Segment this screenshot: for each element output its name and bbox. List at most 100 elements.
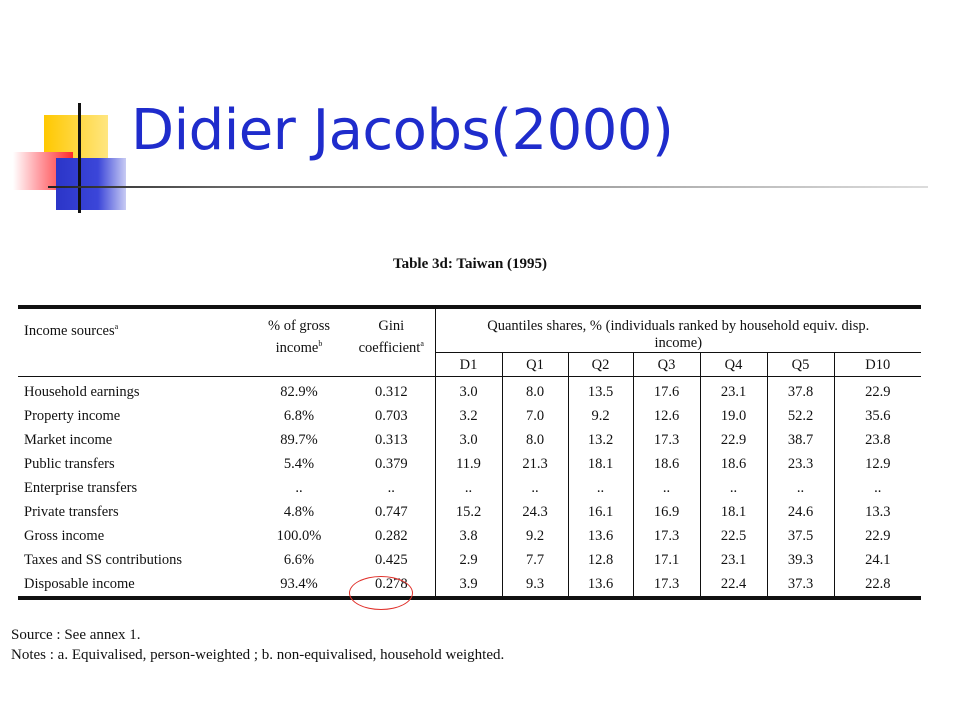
cell-quantile-share: 13.3 <box>865 504 891 520</box>
header-income-sources: Income sourcesa <box>18 307 250 377</box>
cell-quantile-share: 3.0 <box>435 376 503 404</box>
cell-quantile-share: 7.7 <box>502 548 569 572</box>
table-row: Public transfers 5.4% 0.379 11.9 21.3 18.1 18.… <box>18 452 921 476</box>
cell-quantile-share: 13.6 <box>568 524 634 548</box>
cell-quantile-share: 12.8 <box>568 548 634 572</box>
cell-quantile-share: 3.0 <box>435 428 503 452</box>
cell-quantile-share: 22.9 <box>865 384 891 400</box>
cell-quantile-share: 24.1 <box>865 552 891 568</box>
cell-quantile-share: 17.3 <box>633 428 701 452</box>
cell-quantile-share: 7.0 <box>502 404 569 428</box>
cell-quantile-share: 15.2 <box>435 500 503 524</box>
cell-quantile-share: .. <box>502 476 569 500</box>
cell-quantile-share: 12.9 <box>865 456 891 472</box>
income-table: Income sourcesa % of gross incomeb Gini co… <box>18 305 922 600</box>
cell-quantile-share: 23.8 <box>865 432 891 448</box>
cell-quantile-share: 38.7 <box>767 428 835 452</box>
cell-quantile-share: 16.1 <box>568 500 634 524</box>
cell-gross-pct: .. <box>295 480 303 496</box>
cell-quantile-share: 37.8 <box>767 376 835 404</box>
cell-income-source: Enterprise transfers <box>24 480 138 496</box>
cell-gross-pct: 4.8% <box>283 504 315 520</box>
cell-quantile-share: 23.1 <box>700 376 768 404</box>
cell-gross-pct: 93.4% <box>280 576 318 592</box>
source-note: Source : See annex 1. <box>11 627 141 643</box>
cell-quantile-share: 9.2 <box>568 404 634 428</box>
notes-line: Notes : a. Equivalised, person-weighted … <box>11 647 505 663</box>
cell-quantile-share: 13.6 <box>568 572 634 598</box>
cell-quantile-share: 35.6 <box>865 408 891 424</box>
title-underline <box>48 186 928 188</box>
cell-quantile-share: 3.9 <box>435 572 503 598</box>
cell-gini: .. <box>348 476 436 500</box>
cell-gini: 0.425 <box>348 548 436 572</box>
cell-quantile-share: .. <box>633 476 701 500</box>
cell-gross-pct: 5.4% <box>283 456 315 472</box>
header-q5: Q5 <box>767 352 835 377</box>
cell-quantile-share: 22.4 <box>700 572 768 598</box>
cell-quantile-share: .. <box>568 476 634 500</box>
header-q2: Q2 <box>568 352 634 377</box>
table-row: Private transfers 4.8% 0.747 15.2 24.3 16.1 16… <box>18 500 921 524</box>
cell-gini: 0.312 <box>348 376 436 404</box>
cell-quantile-share: 17.3 <box>633 524 701 548</box>
cell-quantile-share: 8.0 <box>502 428 569 452</box>
header-d1: D1 <box>435 352 503 377</box>
cell-quantile-share: 18.6 <box>633 452 701 476</box>
cell-quantile-share: 3.2 <box>435 404 503 428</box>
cell-quantile-share: 22.5 <box>700 524 768 548</box>
cell-income-source: Private transfers <box>24 504 119 520</box>
cell-income-source: Gross income <box>24 528 105 544</box>
cell-quantile-share: 13.5 <box>568 376 634 404</box>
cell-quantile-share: 17.3 <box>633 572 701 598</box>
cell-quantile-share: 24.6 <box>767 500 835 524</box>
header-gini: Gini coefficienta <box>348 307 436 377</box>
cell-quantile-share: 52.2 <box>767 404 835 428</box>
cell-income-source: Property income <box>24 408 121 424</box>
cell-gross-pct: 89.7% <box>280 432 318 448</box>
cell-quantile-share: 18.1 <box>568 452 634 476</box>
cell-income-source: Market income <box>24 432 113 448</box>
table-row: Taxes and SS contributions 6.6% 0.425 2.9 7.… <box>18 548 921 572</box>
header-q4: Q4 <box>700 352 768 377</box>
cell-gross-pct: 82.9% <box>280 384 318 400</box>
table-caption: Table 3d: Taiwan (1995) <box>392 256 548 272</box>
cell-gross-pct: 6.8% <box>283 408 315 424</box>
cell-quantile-share: 9.2 <box>502 524 569 548</box>
cell-quantile-share: 39.3 <box>767 548 835 572</box>
cell-quantile-share: 11.9 <box>435 452 503 476</box>
decor-vertical-line <box>78 103 81 213</box>
header-q1: Q1 <box>502 352 569 377</box>
cell-quantile-share: 12.6 <box>633 404 701 428</box>
cell-quantile-share: 18.6 <box>700 452 768 476</box>
footnotes: Source : See annex 1. Notes : a. Equival… <box>11 625 504 665</box>
cell-quantile-share: 9.3 <box>502 572 569 598</box>
cell-quantile-share: 17.6 <box>633 376 701 404</box>
table-row: Disposable income 93.4% 0.278 3.9 9.3 13.6 17.… <box>18 572 921 598</box>
table-row: Household earnings 82.9% 0.312 3.0 8.0 13.5 17… <box>18 376 921 404</box>
cell-quantile-share: 22.9 <box>700 428 768 452</box>
table-row: Property income 6.8% 0.703 3.2 7.0 9.2 12.6 19.… <box>18 404 921 428</box>
cell-quantile-share: 37.5 <box>767 524 835 548</box>
cell-gini: 0.282 <box>348 524 436 548</box>
cell-quantile-share: .. <box>874 480 882 496</box>
cell-quantile-share: 23.1 <box>700 548 768 572</box>
income-table-container: Income sourcesa % of gross incomeb Gini co… <box>18 305 922 600</box>
cell-quantile-share: 23.3 <box>767 452 835 476</box>
cell-quantile-share: 8.0 <box>502 376 569 404</box>
cell-gross-pct: 6.6% <box>283 552 315 568</box>
cell-quantile-share: 24.3 <box>502 500 569 524</box>
cell-quantile-share: 17.1 <box>633 548 701 572</box>
cell-gini: 0.379 <box>348 452 436 476</box>
cell-quantile-share: 18.1 <box>700 500 768 524</box>
cell-quantile-share: 13.2 <box>568 428 634 452</box>
decor-blue-square <box>56 158 126 210</box>
table-row: Gross income 100.0% 0.282 3.8 9.2 13.6 17.3 22.… <box>18 524 921 548</box>
cell-income-source: Disposable income <box>24 576 135 592</box>
cell-gini: 0.703 <box>348 404 436 428</box>
cell-quantile-share: 3.8 <box>435 524 503 548</box>
header-d10: D10 <box>834 352 922 377</box>
header-quantiles: Quantiles shares, % (individuals ranked … <box>435 307 922 353</box>
table-row: Market income 89.7% 0.313 3.0 8.0 13.2 17.3 22.… <box>18 428 921 452</box>
cell-income-source: Household earnings <box>24 384 140 400</box>
